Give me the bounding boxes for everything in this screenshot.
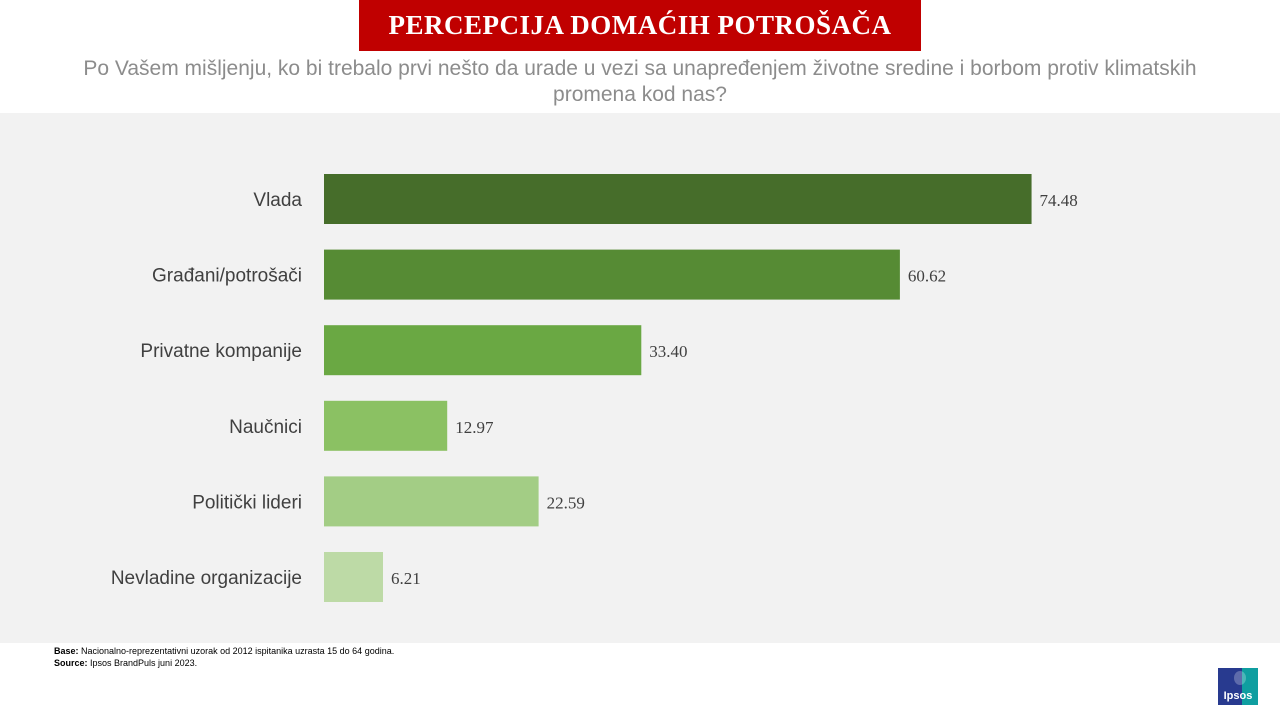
bar-0 <box>324 174 1032 224</box>
value-label: 22.59 <box>547 493 585 512</box>
title-banner: PERCEPCIJA DOMAĆIH POTROŠAČA <box>359 0 921 51</box>
category-label: Nevladine organizacije <box>111 568 302 589</box>
base-text: Nacionalno-reprezentativni uzorak od 201… <box>78 646 395 656</box>
bar-3 <box>324 400 448 451</box>
source-note: Source: Ipsos BrandPuls juni 2023. <box>54 657 394 669</box>
value-label: 74.48 <box>1040 191 1078 210</box>
bar-2 <box>324 325 642 376</box>
chart-question: Po Vašem mišljenju, ko bi trebalo prvi n… <box>83 57 1197 106</box>
chart-panel: Vlada 74.48 Građani/potrošači 60.62 Privatne… <box>0 113 1280 643</box>
category-label: Politički lideri <box>192 492 302 513</box>
logo-mark-icon <box>1234 671 1246 685</box>
bar-5 <box>324 552 383 602</box>
logo-text: Ipsos <box>1223 690 1253 702</box>
bar-chart: Vlada 74.48 Građani/potrošači 60.62 Privatne… <box>111 174 1078 602</box>
ipsos-logo: Ipsos <box>1218 668 1258 705</box>
value-label: 6.21 <box>391 569 421 588</box>
category-label: Građani/potrošači <box>152 266 302 287</box>
footnote: Base: Nacionalno-reprezentativni uzorak … <box>54 645 394 669</box>
page-title: PERCEPCIJA DOMAĆIH POTROŠAČA <box>388 10 892 40</box>
category-label: Naučnici <box>229 417 302 438</box>
source-text: Ipsos BrandPuls juni 2023. <box>87 658 198 668</box>
base-label: Base: <box>54 646 79 656</box>
value-label: 12.97 <box>455 418 494 437</box>
value-label: 33.40 <box>649 342 687 361</box>
logo-block <box>1218 668 1242 705</box>
source-label: Source: <box>54 658 88 668</box>
bar-1 <box>324 249 900 300</box>
bar-4 <box>324 476 539 527</box>
category-label: Privatne kompanije <box>140 341 302 362</box>
value-label: 60.62 <box>908 267 946 286</box>
category-label: Vlada <box>253 190 302 211</box>
base-note: Base: Nacionalno-reprezentativni uzorak … <box>54 645 394 657</box>
